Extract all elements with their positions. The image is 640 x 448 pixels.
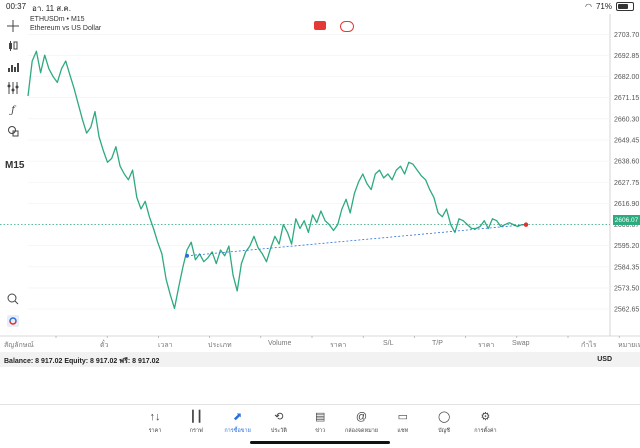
tab-account[interactable]: ◯ บัญชี [424, 409, 464, 441]
price-tick-label: 2627.75 [614, 180, 639, 187]
settings-icon: ⚙ [480, 411, 491, 423]
account-icon: ◯ [437, 411, 451, 423]
trade-icon: ⬈ [232, 411, 243, 423]
tab-quotes[interactable]: ↑↓ ราคา [135, 409, 175, 441]
balance-text: Balance: 8 917.02 Equity: 8 917.02 ฟรี: … [4, 358, 160, 365]
status-time: 00:37 [6, 2, 27, 11]
timeframe-label[interactable]: M15 [5, 160, 25, 171]
chart-symbol-header: ETHUSDm • M15 Ethereum vs US Dollar [30, 15, 101, 33]
trade-line [186, 224, 527, 257]
tab-label: การซื้อขาย [224, 428, 251, 434]
news-icon: ▤ [314, 411, 326, 423]
battery-icon [616, 2, 634, 11]
price-tick-label: 2649.45 [614, 137, 639, 144]
chart-toolbar: ƒ M15 [0, 14, 26, 334]
trade-table-header: สัญลักษณ์ ตั๋ว เวลา ประเภท Volume ราคา S/L T/P ร… [0, 338, 640, 350]
history-icon: ⟲ [274, 411, 284, 423]
balance-bar: Balance: 8 917.02 Equity: 8 917.02 ฟรี: … [0, 352, 640, 367]
symbol-name: ETHUSDm • M15 [30, 16, 85, 23]
tab-chart[interactable]: ┃┃ กราฟ [176, 409, 216, 441]
bottom-tab-bar: ↑↓ ราคา ┃┃ กราฟ ⬈ การซื้อขาย ⟲ ประวัติ ▤ ข่าว @ กล่… [0, 404, 640, 448]
battery-percent: 71% [595, 2, 612, 11]
status-bar: 00:37 อา. 11 ส.ค. ◠ 71% [0, 0, 640, 14]
balance-currency: USD [597, 356, 612, 363]
tab-label: กล่องจดหมาย [344, 428, 379, 434]
chat-icon: ▭ [397, 411, 408, 423]
shapes-icon[interactable] [4, 122, 22, 140]
chart-icon: ┃┃ [189, 411, 203, 423]
price-tick-label: 2573.50 [614, 285, 639, 292]
price-chart[interactable]: 2703.70 2692.85 2682.00 2671.15 2660.30 2649.… [0, 14, 640, 338]
quotes-icon: ↑↓ [149, 411, 161, 423]
price-tick-label: 2703.70 [614, 32, 639, 39]
home-indicator [250, 441, 390, 444]
price-series-line [27, 50, 526, 310]
one-click-trading-icon[interactable] [314, 21, 326, 30]
objects-icon[interactable] [4, 79, 22, 97]
table-header-8: ราคา [478, 342, 495, 349]
table-header-5: ราคา [330, 342, 347, 349]
table-header-1: ตั๋ว [100, 342, 109, 349]
price-tick-label: 2562.65 [614, 307, 639, 314]
current-price-label: 2606.07 [613, 215, 640, 225]
wifi-icon: ◠ [585, 2, 592, 11]
tab-mailbox[interactable]: @ กล่องจดหมาย [342, 409, 382, 441]
tab-history[interactable]: ⟲ ประวัติ [259, 409, 299, 441]
price-tick-label: 2692.85 [614, 53, 639, 60]
price-tick-label: 2595.20 [614, 243, 639, 250]
zoom-icon[interactable] [4, 290, 22, 308]
tab-settings[interactable]: ⚙ การตั้งค่า [465, 409, 505, 441]
price-tick-label: 2606.07 [614, 222, 639, 229]
table-header-6: S/L [383, 340, 394, 347]
candles-icon[interactable] [4, 37, 22, 55]
tab-trade[interactable]: ⬈ การซื้อขาย [218, 409, 258, 441]
tab-label: ประวัติ [270, 428, 287, 434]
tab-label: การตั้งค่า [474, 428, 497, 434]
app-logo-icon[interactable] [4, 312, 22, 330]
price-tick-label: 2660.30 [614, 116, 639, 123]
price-tick-label: 2682.00 [614, 74, 639, 81]
table-header-4: Volume [268, 340, 292, 347]
tab-label: ข่าว [315, 428, 326, 434]
tab-label: ราคา [148, 428, 162, 434]
tab-chat[interactable]: ▭ แชท [383, 409, 423, 441]
mailbox-icon: @ [355, 411, 368, 423]
tab-label: แชท [397, 428, 409, 434]
table-header-9: Swap [512, 340, 530, 347]
signal-icon[interactable] [340, 21, 354, 32]
price-tick-label: 2638.60 [614, 159, 639, 166]
table-header-3: ประเภท [208, 342, 232, 349]
table-header-0: สัญลักษณ์ [4, 342, 34, 349]
price-tick-label: 2584.35 [614, 264, 639, 271]
status-date: อา. 11 ส.ค. [32, 4, 71, 13]
symbol-description: Ethereum vs US Dollar [30, 25, 102, 32]
price-tick-label: 2616.90 [614, 201, 639, 208]
sell-marker [523, 222, 529, 227]
tab-news[interactable]: ▤ ข่าว [300, 409, 340, 441]
indicators-icon[interactable] [4, 58, 22, 76]
tab-label: กราฟ [189, 428, 203, 434]
table-header-2: เวลา [158, 342, 173, 349]
crosshair-icon[interactable] [4, 17, 22, 35]
price-tick-label: 2671.15 [614, 95, 639, 102]
buy-marker [185, 253, 190, 258]
tab-label: บัญชี [438, 428, 451, 434]
function-icon[interactable]: ƒ [11, 104, 15, 116]
table-header-10: กำไร [581, 342, 597, 349]
table-header-7: T/P [432, 340, 443, 347]
table-header-11: หมายเหตุ [618, 342, 640, 349]
